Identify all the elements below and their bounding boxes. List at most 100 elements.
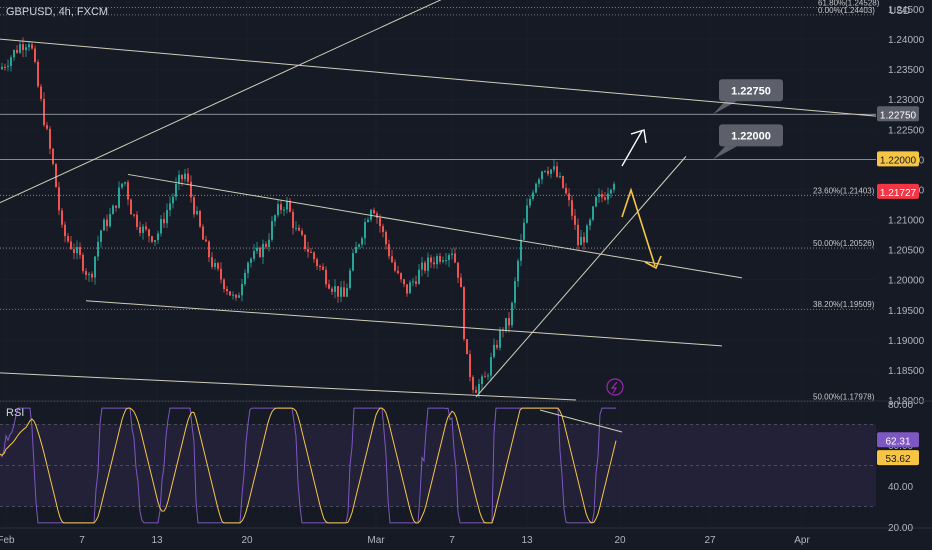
candle-body xyxy=(292,211,294,228)
candle-body xyxy=(454,253,456,263)
candle-body xyxy=(508,318,510,326)
candle-body xyxy=(88,273,90,275)
price-tick-label: 1.23000 xyxy=(888,95,925,106)
candle-body xyxy=(154,240,156,242)
fib-level-label: 38.20%(1.19509) xyxy=(813,300,875,309)
candle-body xyxy=(208,241,210,258)
candle-body xyxy=(484,376,486,378)
rsi-title[interactable]: RSI xyxy=(6,407,25,419)
candle-body xyxy=(433,262,435,265)
candle-body xyxy=(409,282,411,294)
candle-body xyxy=(31,44,33,49)
candle-body xyxy=(463,287,465,340)
candle-body xyxy=(535,183,537,193)
candle-body xyxy=(583,236,585,243)
candle-body xyxy=(298,227,300,231)
axis-tag-122750: 1.22750 xyxy=(880,110,917,121)
candle-body xyxy=(427,257,429,271)
candle-body xyxy=(103,219,105,231)
time-tick-label: 7 xyxy=(449,535,455,546)
candle-body xyxy=(301,230,303,235)
candle-body xyxy=(64,224,66,237)
candle-body xyxy=(565,187,567,194)
candle-body xyxy=(478,384,480,393)
candle-body xyxy=(256,247,258,252)
callout-122750-label: 1.22750 xyxy=(731,85,771,97)
candle-body xyxy=(505,318,507,331)
candle-body xyxy=(178,174,180,184)
callout-122000-pointer xyxy=(713,146,737,160)
candle-body xyxy=(538,179,540,184)
trendline xyxy=(0,38,877,117)
candle-body xyxy=(571,200,573,216)
candle-body xyxy=(559,176,561,178)
candle-body xyxy=(604,197,606,200)
candle-body xyxy=(127,182,129,200)
candle-body xyxy=(499,329,501,348)
symbol-title[interactable]: GBPUSD, 4h, FXCM xyxy=(6,6,109,18)
rsi-tick-label: 80.00 xyxy=(888,400,913,411)
candle-body xyxy=(352,253,354,271)
candle-body xyxy=(19,44,21,53)
rsi-tick-label: 40.00 xyxy=(888,482,913,493)
candle-body xyxy=(79,247,81,255)
trendline xyxy=(85,300,723,347)
candle-body xyxy=(265,243,267,247)
candle-body xyxy=(277,204,279,216)
candle-body xyxy=(253,251,255,259)
candle-body xyxy=(568,193,570,201)
candle-body xyxy=(259,247,261,258)
candle-body xyxy=(52,148,54,164)
candle-body xyxy=(430,257,432,263)
candle-body xyxy=(412,281,414,283)
candle-body xyxy=(346,287,348,297)
candle-body xyxy=(355,246,357,254)
candle-body xyxy=(418,269,420,284)
candle-body xyxy=(34,48,36,62)
candle-body xyxy=(388,244,390,257)
candle-body xyxy=(130,199,132,215)
time-tick-label: 27 xyxy=(704,535,716,546)
candle-body xyxy=(271,221,273,240)
candle-body xyxy=(157,233,159,241)
candle-body xyxy=(547,170,549,174)
price-tick-label: 1.18500 xyxy=(888,366,925,377)
candle-body xyxy=(544,170,546,172)
candle-body xyxy=(487,375,489,377)
candle-body xyxy=(472,377,474,390)
candle-body xyxy=(457,262,459,278)
candle-body xyxy=(451,253,453,255)
candle-body xyxy=(175,183,177,197)
candle-body xyxy=(67,236,69,242)
candle-body xyxy=(385,232,387,245)
time-tick-label: Mar xyxy=(367,535,385,546)
arrow-down-path xyxy=(621,187,656,267)
candle-body xyxy=(16,49,18,53)
candle-body xyxy=(250,258,252,263)
candle-body xyxy=(145,226,147,230)
candle-body xyxy=(517,260,519,282)
candle-body xyxy=(172,196,174,204)
candle-body xyxy=(403,279,405,285)
fib-level-label: 23.60%(1.21403) xyxy=(813,186,875,195)
candle-body xyxy=(382,226,384,233)
candle-body xyxy=(601,194,603,198)
rsi-line xyxy=(0,407,616,524)
candle-body xyxy=(97,241,99,257)
candle-body xyxy=(100,230,102,242)
rsi-ma-value-tag: 53.62 xyxy=(885,454,910,465)
candle-body xyxy=(373,209,375,214)
candle-body xyxy=(514,281,516,303)
candle-body xyxy=(553,166,555,170)
candle-body xyxy=(325,269,327,285)
candle-body xyxy=(481,376,483,385)
rsi-tick-label: 20.00 xyxy=(888,523,913,534)
axis-tag-122000-bg xyxy=(877,151,919,167)
candle-body xyxy=(37,61,39,87)
candle-body xyxy=(358,244,360,247)
arrow-up-path xyxy=(621,130,643,167)
candle-body xyxy=(322,266,324,270)
candle-body xyxy=(217,263,219,269)
candle-body xyxy=(307,248,309,252)
